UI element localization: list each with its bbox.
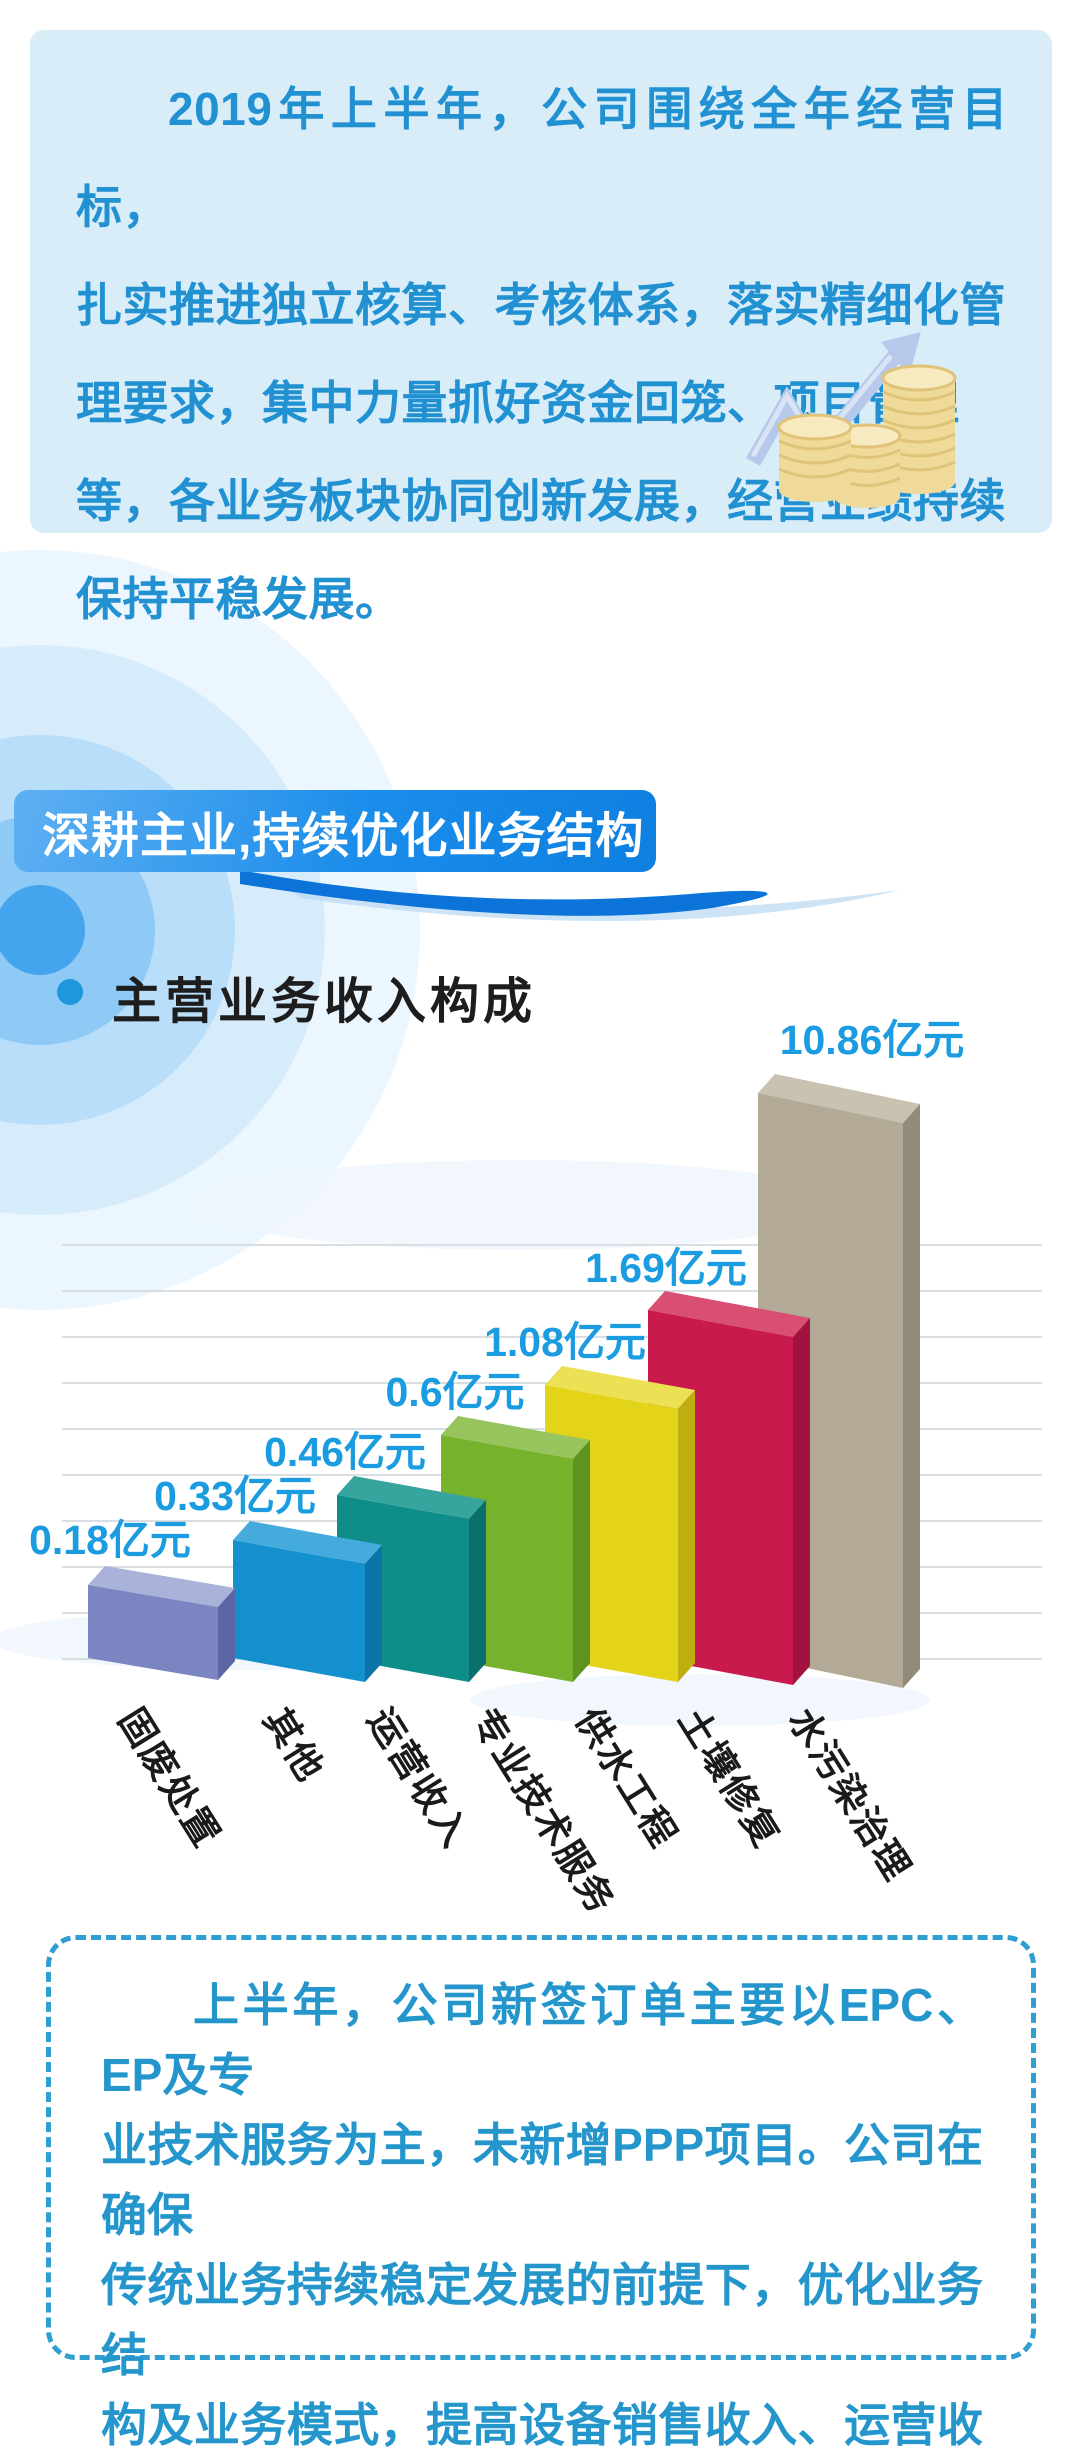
- value-label-6: 10.86亿元: [780, 1017, 965, 1063]
- section-banner-label: 深耕主业,持续优化业务结构: [42, 810, 645, 863]
- summary-paragraph: 上半年，公司新签订单主要以EPC、EP及专 业技术服务为主，未新增PPP项目。公…: [101, 1979, 983, 2451]
- bar-水污染治理-top-face: [758, 1074, 920, 1123]
- value-label-5: 1.69亿元: [585, 1245, 747, 1291]
- bar-运营收入-side-face: [469, 1500, 486, 1682]
- bar-土壤修复-top-face: [648, 1291, 810, 1337]
- category-label-3: 专业技术服务: [464, 1701, 623, 1921]
- category-label-5: 土壤修复: [671, 1701, 789, 1856]
- bar-固废处置-front-face: [88, 1585, 218, 1680]
- bar-供水工程-top-face: [545, 1366, 695, 1409]
- bar-其他-front-face: [233, 1540, 365, 1682]
- bar-固废处置-side-face: [218, 1588, 235, 1680]
- ring-center-disc: [0, 885, 85, 975]
- section-banner: 深耕主业,持续优化业务结构: [14, 790, 656, 872]
- intro-paragraph: 2019年上半年，公司围绕全年经营目标， 扎实推进独立核算、考核体系，落实精细化…: [76, 83, 1008, 625]
- value-label-4: 1.08亿元: [484, 1319, 646, 1365]
- background-blob-2: [470, 1674, 930, 1726]
- bar-供水工程-side-face: [678, 1390, 695, 1682]
- value-label-2: 0.46亿元: [264, 1429, 426, 1475]
- bar-运营收入-front-face: [337, 1495, 469, 1682]
- intro-card: 2019年上半年，公司围绕全年经营目标， 扎实推进独立核算、考核体系，落实精细化…: [30, 30, 1052, 625]
- category-label-4: 供水工程: [568, 1701, 685, 1855]
- category-label-1: 其他: [256, 1701, 332, 1789]
- category-label-0: 固废处置: [111, 1701, 228, 1855]
- background-blob-1: [0, 1610, 510, 1670]
- value-label-3: 0.6亿元: [386, 1369, 525, 1415]
- chart-title: 主营业务收入构成: [112, 975, 537, 1029]
- bar-土壤修复-side-face: [793, 1318, 810, 1685]
- bar-专业技术服务-front-face: [441, 1435, 573, 1682]
- coin-stacks-growth-arrow-icon: [746, 332, 957, 508]
- bar-专业技术服务-top-face: [441, 1416, 590, 1459]
- chart-bullet-dot: [57, 979, 83, 1005]
- summary-card: 上半年，公司新签订单主要以EPC、EP及专 业技术服务为主，未新增PPP项目。公…: [46, 1935, 1036, 2451]
- bar-运营收入-top-face: [337, 1476, 486, 1519]
- bar-固废处置-top-face: [88, 1566, 235, 1607]
- bar-供水工程-front-face: [545, 1385, 678, 1682]
- category-label-6: 水污染治理: [781, 1701, 919, 1888]
- coin-stack-front: [777, 413, 853, 502]
- swoosh-light: [280, 880, 900, 922]
- value-label-0: 0.18亿元: [29, 1517, 191, 1563]
- bar-水污染治理-side-face: [903, 1104, 920, 1688]
- bar-其他-top-face: [233, 1521, 382, 1564]
- bar-专业技术服务-side-face: [573, 1440, 590, 1682]
- category-label-2: 运营收入: [360, 1701, 477, 1855]
- banner-swoosh-decoration: [240, 870, 900, 922]
- value-label-1: 0.33亿元: [154, 1473, 316, 1519]
- bar-水污染治理-front-face: [758, 1093, 903, 1688]
- bar-土壤修复-front-face: [648, 1310, 793, 1685]
- bar-其他-side-face: [365, 1545, 382, 1682]
- swoosh-dark: [240, 870, 768, 916]
